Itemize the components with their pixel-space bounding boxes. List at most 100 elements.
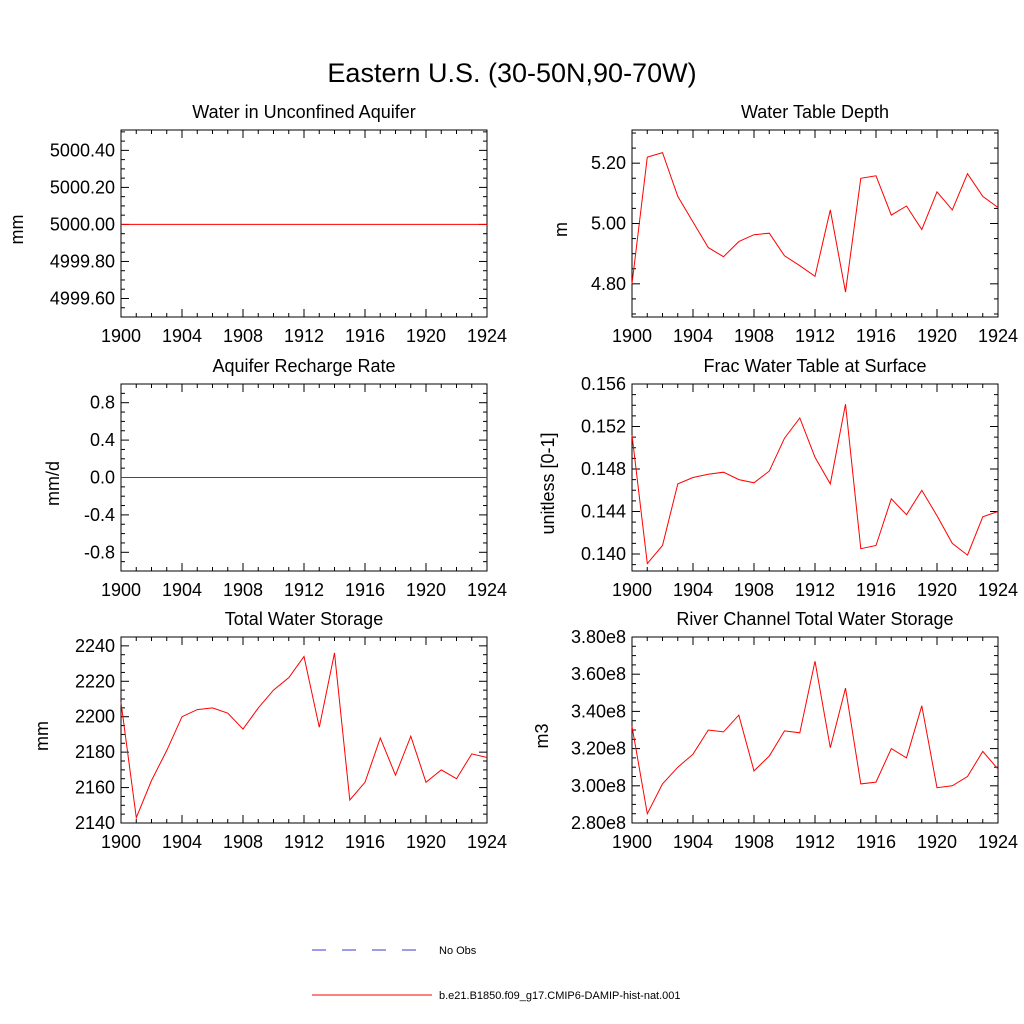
y-axis-label: mm — [7, 215, 27, 245]
y-tick-label: 5.20 — [591, 153, 626, 173]
x-tick-label: 1908 — [223, 580, 263, 600]
x-tick-label: 1912 — [284, 580, 324, 600]
x-tick-label: 1916 — [345, 832, 385, 852]
panel-6: River Channel Total Water Storage m3 1900 1… — [532, 609, 1018, 852]
y-axis-label: m3 — [532, 723, 552, 748]
x-tick-label: 1924 — [467, 580, 507, 600]
x-tick-label: 1908 — [734, 326, 774, 346]
y-tick-label: 3.20e8 — [571, 739, 626, 759]
y-tick-label: -0.8 — [84, 542, 115, 562]
series-line-1 — [631, 661, 999, 816]
series-line-1 — [120, 652, 488, 820]
y-tick-label: 3.00e8 — [571, 776, 626, 796]
x-tick-label: 1924 — [467, 832, 507, 852]
panel-title: Aquifer Recharge Rate — [212, 356, 395, 376]
legend: No Obs b.e21.B1850.f09_g17.CMIP6-DAMIP-h… — [312, 945, 681, 1002]
x-tick-label: 1916 — [856, 832, 896, 852]
x-tick-label: 1920 — [406, 580, 446, 600]
legend-label-no-obs: No Obs — [439, 945, 477, 957]
x-tick-label: 1904 — [162, 832, 202, 852]
panel-title: Total Water Storage — [225, 609, 383, 629]
x-tick-label: 1920 — [406, 832, 446, 852]
x-tick-label: 1920 — [917, 326, 957, 346]
panel-5: Total Water Storage mm 1900 1904 1908 1912 191… — [32, 609, 507, 852]
x-tick-label: 1908 — [734, 832, 774, 852]
x-tick-label: 1920 — [917, 832, 957, 852]
y-tick-label: 2140 — [75, 813, 115, 833]
series-line-1 — [631, 151, 999, 293]
plot-frame — [631, 636, 999, 824]
y-tick-label: 2160 — [75, 778, 115, 798]
y-tick-label: 0.152 — [581, 417, 626, 437]
x-tick-label: 1908 — [223, 832, 263, 852]
panel-title: Water Table Depth — [741, 102, 889, 122]
panel-3: Aquifer Recharge Rate mm/d 1900 1904 1908 191… — [43, 356, 507, 600]
x-tick-label: 1912 — [795, 326, 835, 346]
x-tick-label: 1904 — [162, 580, 202, 600]
plot-frame — [120, 129, 488, 318]
y-tick-label: 0.0 — [90, 468, 115, 488]
panel-title: Frac Water Table at Surface — [703, 356, 926, 376]
y-tick-label: 5.00 — [591, 214, 626, 234]
x-tick-label: 1900 — [612, 326, 652, 346]
y-axis-label: unitless [0-1] — [538, 432, 558, 534]
y-tick-label: 0.8 — [90, 393, 115, 413]
x-tick-label: 1904 — [673, 580, 713, 600]
x-tick-label: 1900 — [612, 832, 652, 852]
y-tick-label: 4999.60 — [50, 288, 115, 308]
x-tick-label: 1904 — [673, 832, 713, 852]
y-tick-label: 3.80e8 — [571, 627, 626, 647]
x-tick-label: 1912 — [795, 580, 835, 600]
y-tick-label: 3.60e8 — [571, 664, 626, 684]
legend-label-model-run: b.e21.B1850.f09_g17.CMIP6-DAMIP-hist-nat… — [439, 990, 681, 1002]
y-tick-label: 0.148 — [581, 459, 626, 479]
y-tick-label: 0.156 — [581, 374, 626, 394]
y-tick-label: 0.4 — [90, 430, 115, 450]
plot-frame — [631, 383, 999, 572]
y-tick-label: 4.80 — [591, 274, 626, 294]
x-tick-label: 1924 — [467, 326, 507, 346]
x-tick-label: 1900 — [101, 326, 141, 346]
x-tick-label: 1916 — [345, 326, 385, 346]
x-tick-label: 1916 — [856, 326, 896, 346]
x-tick-label: 1908 — [223, 326, 263, 346]
panel-4: Frac Water Table at Surface unitless [0-1… — [538, 356, 1018, 600]
panel-2: Water Table Depth m 1900 1904 1908 1912 1916 19… — [551, 102, 1018, 346]
series-line-1 — [631, 404, 999, 565]
x-tick-label: 1924 — [978, 580, 1018, 600]
panel-title: River Channel Total Water Storage — [676, 609, 953, 629]
x-tick-label: 1916 — [345, 580, 385, 600]
y-tick-label: 0.140 — [581, 544, 626, 564]
y-tick-label: 2240 — [75, 636, 115, 656]
panel-1: Water in Unconfined Aquifer mm 1900 1904 190… — [7, 102, 507, 346]
x-tick-label: 1924 — [978, 832, 1018, 852]
x-tick-label: 1912 — [284, 832, 324, 852]
x-tick-label: 1908 — [734, 580, 774, 600]
y-tick-label: 2200 — [75, 707, 115, 727]
x-tick-label: 1920 — [917, 580, 957, 600]
y-tick-label: 2180 — [75, 742, 115, 762]
panels: Water in Unconfined Aquifer mm 1900 1904 190… — [7, 102, 1018, 852]
x-tick-label: 1900 — [612, 580, 652, 600]
y-tick-label: 5000.20 — [50, 177, 115, 197]
x-tick-label: 1904 — [673, 326, 713, 346]
y-tick-label: 2.80e8 — [571, 813, 626, 833]
y-tick-label: 5000.40 — [50, 140, 115, 160]
x-tick-label: 1916 — [856, 580, 896, 600]
x-tick-label: 1900 — [101, 832, 141, 852]
panel-title: Water in Unconfined Aquifer — [192, 102, 415, 122]
y-axis-label: m — [551, 222, 571, 237]
x-tick-label: 1920 — [406, 326, 446, 346]
y-tick-label: 2220 — [75, 671, 115, 691]
x-tick-label: 1900 — [101, 580, 141, 600]
x-tick-label: 1904 — [162, 326, 202, 346]
y-tick-label: 0.144 — [581, 502, 626, 522]
y-tick-label: 3.40e8 — [571, 701, 626, 721]
figure-title: Eastern U.S. (30-50N,90-70W) — [327, 58, 696, 88]
y-tick-label: -0.4 — [84, 505, 115, 525]
x-tick-label: 1924 — [978, 326, 1018, 346]
x-tick-label: 1912 — [795, 832, 835, 852]
y-axis-label: mm — [32, 721, 52, 751]
plot-frame — [631, 129, 999, 318]
